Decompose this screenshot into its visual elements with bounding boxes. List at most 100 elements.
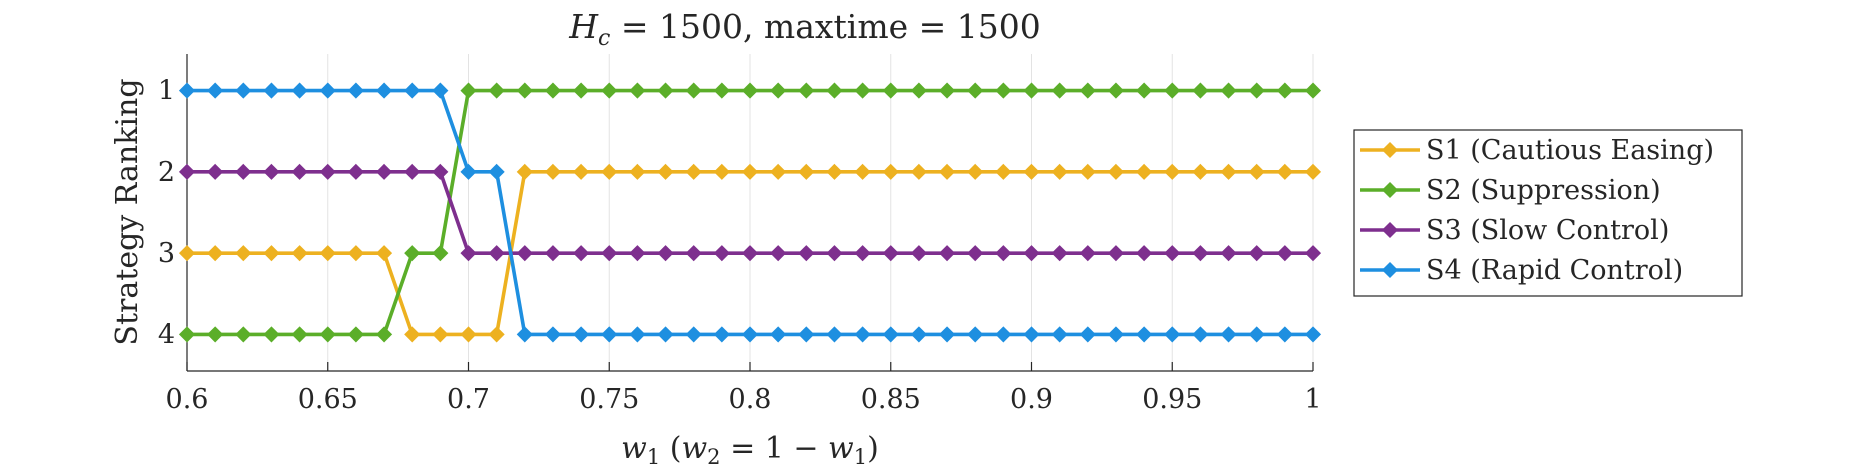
data-point — [460, 82, 477, 99]
data-point — [432, 326, 449, 343]
data-point — [544, 245, 562, 262]
data-point — [573, 82, 590, 99]
x-grid — [186, 54, 1314, 371]
x-label-close: ) — [867, 431, 879, 466]
legend-swatch-marker — [1381, 221, 1399, 239]
data-point — [1136, 326, 1153, 343]
data-point — [854, 82, 871, 99]
legend-swatch-marker — [1381, 181, 1399, 199]
data-point — [1248, 326, 1265, 343]
data-point — [1079, 245, 1096, 262]
data-point — [1220, 245, 1237, 262]
data-point — [178, 245, 196, 262]
data-point — [573, 326, 590, 343]
legend-swatch-marker — [1381, 261, 1399, 279]
data-point — [910, 163, 927, 180]
data-point — [1023, 163, 1040, 180]
legend-label: S3 (Slow Control) — [1426, 215, 1669, 246]
title-h-subscript: c — [598, 26, 610, 51]
data-point — [263, 326, 280, 343]
data-point — [1220, 82, 1237, 99]
data-point — [882, 326, 899, 343]
x-label-eq: = 1 − — [721, 431, 829, 466]
x-tick-label: 0.9 — [1010, 384, 1053, 415]
y-tick-label: 4 — [158, 319, 175, 350]
data-point — [516, 82, 533, 99]
x-tick-label: 0.7 — [447, 384, 490, 415]
data-point — [967, 163, 984, 180]
data-point — [460, 326, 477, 343]
data-point — [375, 163, 393, 180]
x-tick-label: 0.75 — [579, 384, 639, 415]
x-label-w1: w — [621, 431, 647, 466]
data-point — [854, 245, 871, 262]
data-point — [995, 82, 1012, 99]
data-point — [1136, 163, 1153, 180]
data-point — [404, 245, 421, 262]
y-axis-label: Strategy Ranking — [110, 78, 145, 345]
data-point — [1304, 82, 1322, 99]
data-point — [347, 82, 364, 99]
data-point — [1276, 326, 1293, 343]
data-point — [263, 82, 280, 99]
data-point — [657, 163, 674, 180]
data-point — [404, 326, 421, 343]
data-point — [1079, 163, 1096, 180]
data-point — [910, 245, 927, 262]
data-point — [882, 163, 899, 180]
data-point — [967, 82, 984, 99]
data-point — [235, 163, 252, 180]
data-point — [291, 163, 308, 180]
data-point — [798, 82, 815, 99]
data-point — [460, 163, 477, 180]
data-point — [741, 245, 759, 262]
data-point — [432, 163, 449, 180]
data-point — [207, 326, 224, 343]
x-label-open: ( — [660, 431, 681, 466]
data-point — [319, 82, 336, 99]
x-label-w2-sub: 2 — [707, 445, 720, 469]
data-point — [573, 245, 590, 262]
legend-swatch-marker — [1381, 141, 1399, 159]
series-layer — [178, 82, 1322, 343]
data-point — [178, 82, 196, 99]
data-point — [347, 245, 364, 262]
data-point — [573, 163, 590, 180]
legend-item: S3 (Slow Control) — [1360, 215, 1669, 246]
data-point — [713, 82, 730, 99]
data-point — [1051, 326, 1068, 343]
data-point — [1079, 82, 1096, 99]
data-point — [375, 245, 393, 262]
data-point — [1164, 163, 1181, 180]
data-point — [685, 82, 702, 99]
data-point — [629, 326, 646, 343]
data-point — [207, 163, 224, 180]
data-point — [685, 326, 702, 343]
data-point — [1164, 326, 1181, 343]
data-point — [798, 245, 815, 262]
x-tick-label: 0.65 — [298, 384, 358, 415]
data-point — [432, 245, 449, 262]
data-point — [263, 163, 280, 180]
data-point — [1051, 82, 1068, 99]
data-point — [291, 82, 308, 99]
data-point — [207, 82, 224, 99]
data-point — [657, 82, 674, 99]
data-point — [826, 245, 843, 262]
data-point — [488, 82, 505, 99]
data-point — [178, 163, 196, 180]
data-point — [1023, 245, 1040, 262]
data-point — [544, 163, 562, 180]
title-h: H — [568, 7, 599, 46]
data-point — [488, 245, 505, 262]
x-tick-label: 0.6 — [166, 384, 209, 415]
data-point — [347, 326, 364, 343]
data-point — [910, 82, 927, 99]
data-point — [319, 326, 336, 343]
x-label-w3: w — [828, 431, 854, 466]
data-point — [1192, 245, 1209, 262]
series-1 — [178, 163, 1322, 343]
data-point — [741, 82, 759, 99]
data-point — [516, 245, 533, 262]
data-point — [1276, 82, 1293, 99]
